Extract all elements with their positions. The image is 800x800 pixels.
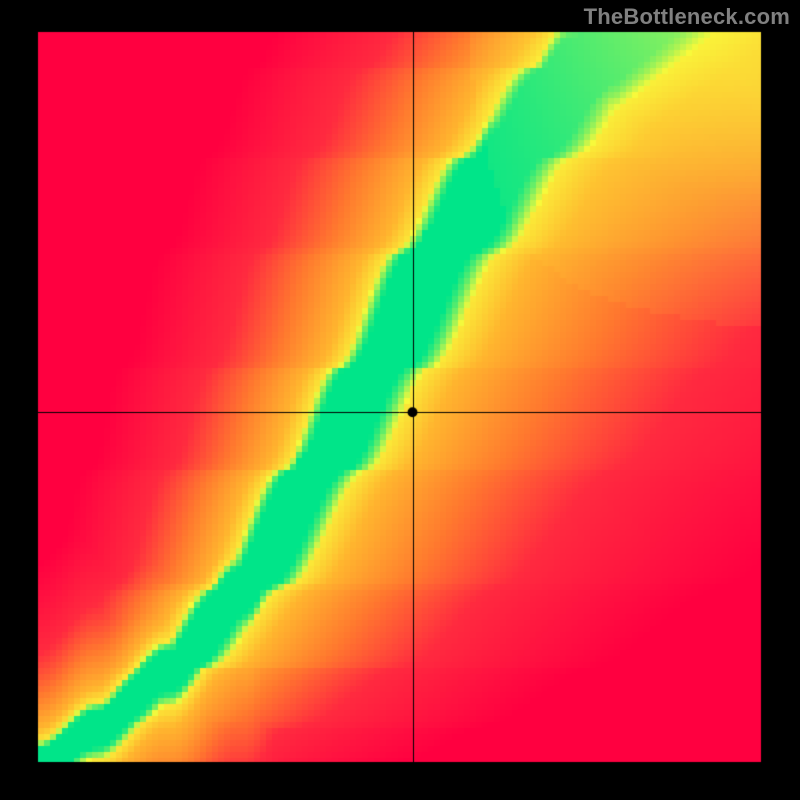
chart-container: TheBottleneck.com [0,0,800,800]
bottleneck-heatmap [0,0,800,800]
watermark-text: TheBottleneck.com [584,4,790,30]
